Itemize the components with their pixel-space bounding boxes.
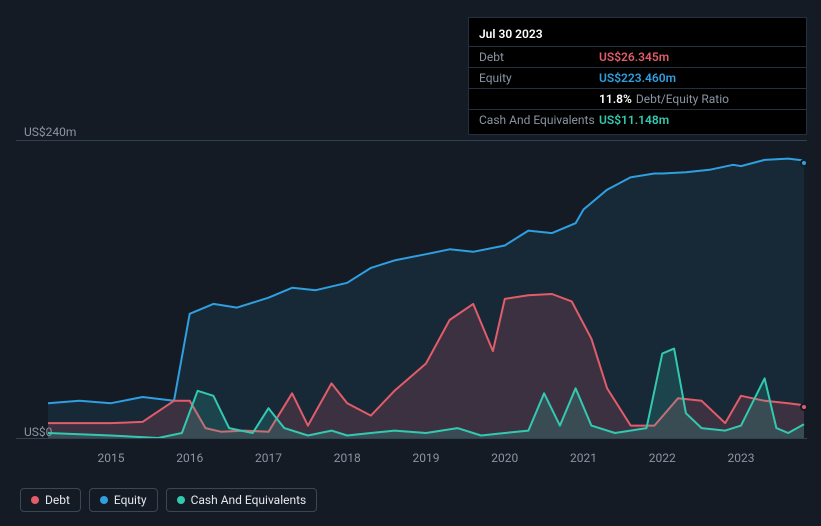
x-axis-year: 2018 xyxy=(334,451,361,465)
x-axis-year: 2023 xyxy=(728,451,755,465)
x-axis-year: 2019 xyxy=(413,451,440,465)
tooltip-cash-value: US$11.148m xyxy=(599,113,669,127)
tooltip-debt-value: US$26.345m xyxy=(599,50,669,64)
legend-item-equity[interactable]: Equity xyxy=(89,488,158,512)
tooltip-equity-value: US$223.460m xyxy=(599,71,676,85)
tooltip-row-cash: Cash And Equivalents US$11.148m xyxy=(469,109,806,130)
marker-equity-current xyxy=(800,159,808,167)
x-axis-year: 2020 xyxy=(491,451,518,465)
tooltip-cash-label: Cash And Equivalents xyxy=(479,113,599,127)
tooltip-row-ratio: 11.8% Debt/Equity Ratio xyxy=(469,88,806,109)
tooltip-panel: Jul 30 2023 Debt US$26.345m Equity US$22… xyxy=(468,17,807,135)
x-axis-year: 2022 xyxy=(649,451,676,465)
legend-dot-debt xyxy=(31,496,39,504)
legend-dot-equity xyxy=(100,496,108,504)
legend-label-equity: Equity xyxy=(114,493,147,507)
tooltip-row-equity: Equity US$223.460m xyxy=(469,67,806,88)
legend-item-cash[interactable]: Cash And Equivalents xyxy=(166,488,318,512)
x-axis-year: 2017 xyxy=(255,451,282,465)
legend: Debt Equity Cash And Equivalents xyxy=(20,488,317,512)
x-axis-year: 2021 xyxy=(570,451,597,465)
tooltip-ratio-pct: 11.8% xyxy=(599,92,632,106)
x-axis-year: 2016 xyxy=(176,451,203,465)
tooltip-debt-label: Debt xyxy=(479,50,599,64)
legend-label-cash: Cash And Equivalents xyxy=(191,493,307,507)
tooltip-date: Jul 30 2023 xyxy=(469,22,806,46)
x-axis-year: 2015 xyxy=(98,451,125,465)
tooltip-equity-label: Equity xyxy=(479,71,599,85)
legend-item-debt[interactable]: Debt xyxy=(20,488,81,512)
marker-debt-current xyxy=(800,403,808,411)
legend-label-debt: Debt xyxy=(45,493,70,507)
tooltip-ratio-label: Debt/Equity Ratio xyxy=(636,92,729,106)
tooltip-ratio-spacer xyxy=(479,92,599,106)
tooltip-row-debt: Debt US$26.345m xyxy=(469,46,806,67)
legend-dot-cash xyxy=(177,496,185,504)
